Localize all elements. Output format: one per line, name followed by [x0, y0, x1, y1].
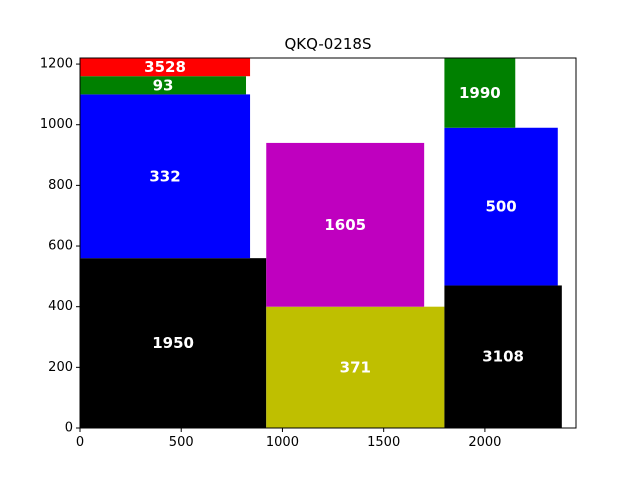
block-1605 [266, 142, 425, 307]
y-axis: 0 200 400 600 800 1000 1200 [40, 57, 80, 436]
block-label-93: 93 [153, 76, 174, 94]
block-3108 [444, 285, 562, 428]
y-tick-label: 1200 [40, 57, 73, 72]
block-label-3528: 3528 [144, 58, 186, 76]
chart-title: QKQ-0218S [285, 35, 372, 53]
x-tick-label: 500 [169, 435, 194, 450]
plot-frame [79, 57, 577, 429]
y-tick-label: 600 [48, 239, 73, 254]
block-3528 [80, 58, 251, 77]
x-tick-label: 0 [76, 435, 84, 450]
block-label-3108: 3108 [482, 348, 524, 366]
x-tick-label: 2000 [468, 435, 501, 450]
y-tick-label: 800 [48, 178, 73, 193]
y-tick-label: 1000 [40, 117, 73, 132]
x-axis: 0 500 1000 1500 2000 [76, 428, 501, 450]
block-1950 [80, 258, 267, 428]
x-tick-label: 1000 [266, 435, 299, 450]
block-label-1605: 1605 [324, 216, 366, 234]
block-label-332: 332 [149, 167, 180, 185]
block-93 [80, 76, 247, 95]
block-500 [444, 127, 558, 286]
block-332 [80, 94, 251, 259]
block-label-371: 371 [340, 358, 371, 376]
block-1990 [444, 58, 516, 128]
y-tick-label: 400 [48, 299, 73, 314]
block-label-1950: 1950 [152, 334, 194, 352]
y-tick-label: 200 [48, 360, 73, 375]
block-371 [266, 306, 445, 428]
block-label-500: 500 [485, 198, 516, 216]
x-tick-label: 1500 [367, 435, 400, 450]
block-label-1990: 1990 [459, 84, 501, 102]
y-tick-label: 0 [65, 421, 73, 436]
